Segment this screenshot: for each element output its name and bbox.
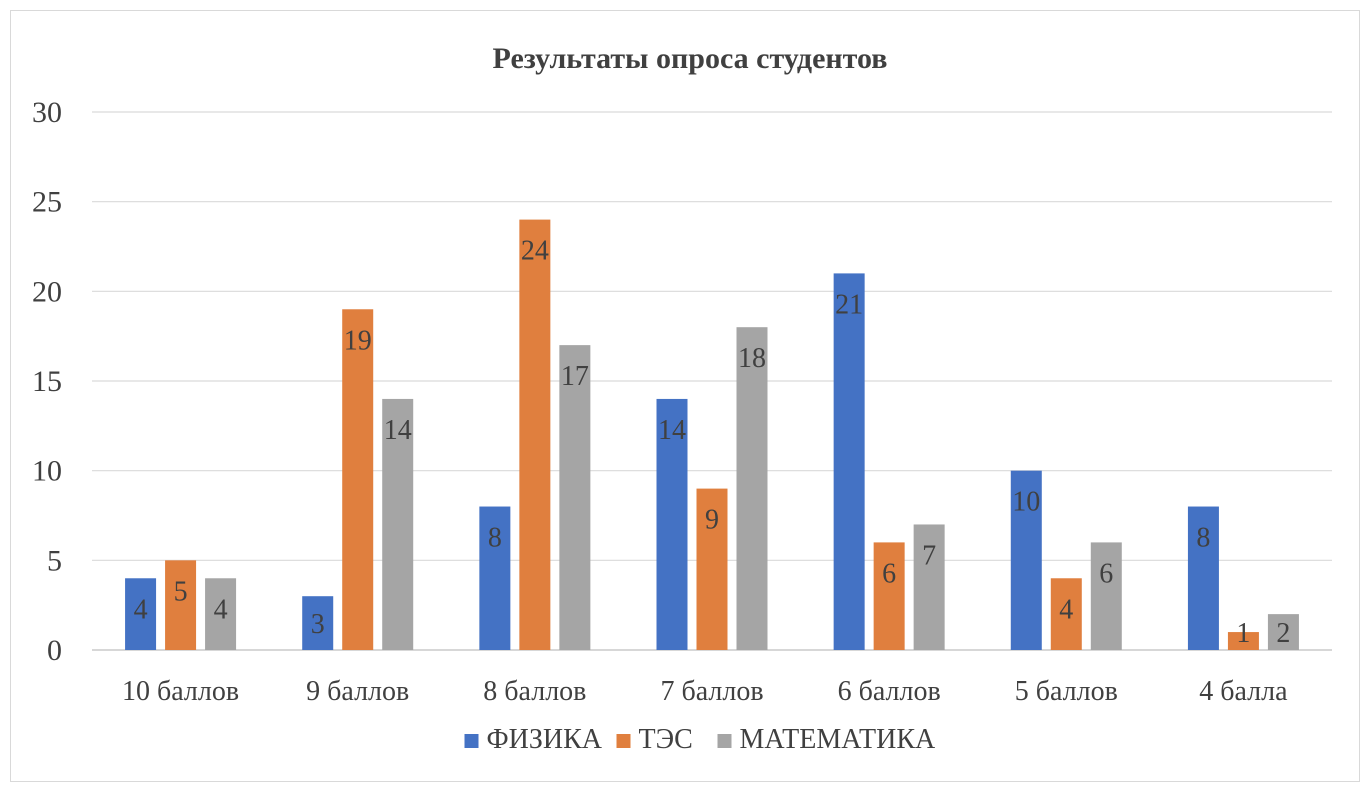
legend-label: ТЭС [639, 724, 693, 755]
data-label: 1 [1236, 618, 1250, 649]
bar [125, 578, 157, 650]
data-label: 14 [658, 415, 686, 446]
data-label: 9 [705, 505, 719, 536]
bar [1187, 506, 1219, 650]
y-axis-ticks: 0 5 10 15 20 25 30 [32, 96, 62, 667]
data-label: 6 [1099, 558, 1113, 589]
y-tick-label: 25 [32, 186, 62, 219]
bar [302, 596, 334, 650]
bar [342, 309, 374, 650]
gridlines [92, 111, 1332, 651]
chart-title: Результаты опроса студентов [493, 42, 888, 75]
x-category-label: 4 балла [1199, 676, 1288, 707]
x-category-label: 10 баллов [122, 676, 239, 707]
bar [696, 488, 728, 650]
bar [1267, 614, 1299, 650]
bar [736, 327, 768, 650]
y-tick-label: 10 [32, 455, 62, 488]
bar [382, 398, 414, 650]
bars [125, 219, 1299, 650]
bar [165, 560, 197, 650]
y-tick-label: 5 [47, 544, 62, 577]
x-category-label: 6 баллов [838, 676, 941, 707]
bar [656, 398, 688, 650]
legend-swatch [616, 734, 631, 748]
data-label: 4 [134, 594, 148, 625]
data-label: 5 [174, 576, 188, 607]
data-label: 8 [488, 523, 502, 554]
data-label: 3 [311, 609, 325, 640]
y-tick-label: 30 [32, 96, 62, 129]
bar [559, 345, 591, 650]
legend-swatch [717, 734, 732, 748]
data-label: 24 [521, 236, 549, 267]
x-category-label: 8 баллов [483, 676, 586, 707]
y-tick-label: 0 [47, 634, 62, 667]
data-label: 21 [835, 289, 863, 320]
bar [833, 273, 865, 650]
bar [1010, 470, 1042, 650]
y-tick-label: 20 [32, 275, 62, 308]
data-label: 18 [738, 343, 766, 374]
bar [913, 524, 945, 650]
bar [519, 219, 551, 650]
x-category-label: 7 баллов [660, 676, 763, 707]
data-label: 6 [882, 558, 896, 589]
x-axis-categories: 10 баллов 9 баллов 8 баллов 7 баллов 6 балло… [122, 676, 1288, 707]
data-label: 19 [344, 325, 372, 356]
data-label: 8 [1196, 523, 1210, 554]
legend: ФИЗИКА ТЭС МАТЕМАТИКА [464, 724, 937, 755]
x-category-label: 9 баллов [306, 676, 409, 707]
data-label: 14 [384, 415, 412, 446]
legend-swatch [464, 734, 479, 748]
bar [873, 542, 905, 650]
bar [1227, 632, 1259, 650]
data-label: 7 [922, 540, 936, 571]
bar [479, 506, 511, 650]
data-label: 4 [1059, 594, 1073, 625]
data-label: 4 [214, 594, 228, 625]
x-category-label: 5 баллов [1015, 676, 1118, 707]
legend-label: МАТЕМАТИКА [740, 724, 937, 755]
data-label: 2 [1276, 618, 1290, 649]
chart-frame [10, 10, 1360, 782]
bar [1050, 578, 1082, 650]
data-label: 10 [1012, 487, 1040, 518]
y-tick-label: 15 [32, 365, 62, 398]
legend-label: ФИЗИКА [487, 724, 603, 755]
bar [1090, 542, 1122, 650]
data-label: 17 [561, 361, 589, 392]
bar [205, 578, 237, 650]
